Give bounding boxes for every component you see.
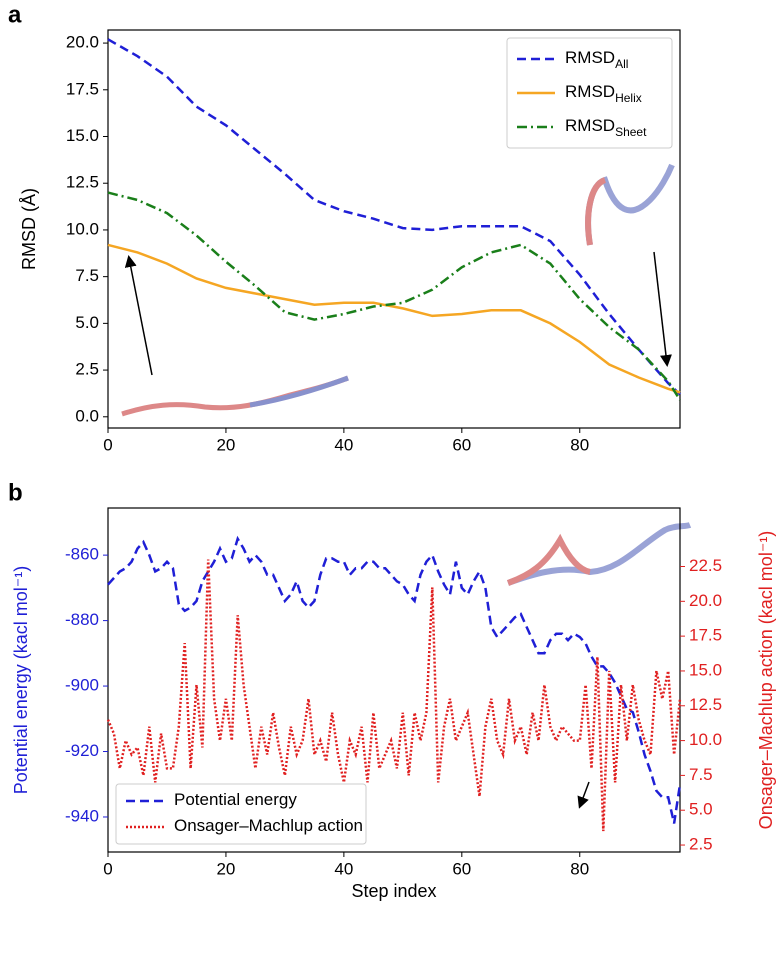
- legend-name: RMSD: [565, 116, 615, 135]
- legend-label: Onsager–Machlup action: [174, 816, 363, 835]
- arrow: [124, 255, 153, 376]
- legend-subscript: Sheet: [615, 125, 647, 139]
- y-tick-label: 2.5: [75, 360, 99, 379]
- series-line: [107, 38, 681, 396]
- y-tick-label: -860: [65, 545, 99, 564]
- y-tick-label: 20.0: [66, 33, 99, 52]
- legend-subscript: Helix: [615, 91, 642, 105]
- series-line: [106, 559, 682, 832]
- legend-box: [506, 37, 673, 149]
- legend-label: RMSDSheet: [565, 116, 647, 139]
- x-tick-label: 20: [216, 435, 235, 454]
- protein-sketch: [121, 375, 349, 417]
- legend-name: RMSD: [565, 48, 615, 67]
- y-tick-label: 5.0: [75, 313, 99, 332]
- legend-name: Onsager–Machlup action: [174, 816, 363, 835]
- y-tick-label: 17.5: [66, 79, 99, 98]
- series-line: [107, 191, 682, 401]
- arrow: [577, 781, 590, 809]
- series-line: [107, 243, 681, 394]
- y-tick-label: -900: [65, 676, 99, 695]
- y-tick-label: -880: [65, 610, 99, 629]
- x-tick-label: 20: [216, 859, 235, 878]
- y2-tick-label: 10.0: [689, 730, 722, 749]
- y2-tick-label: 17.5: [689, 626, 722, 645]
- protein-sketch: [585, 177, 607, 246]
- protein-sketch: [585, 163, 675, 246]
- panel-label: a: [8, 1, 22, 28]
- plot-frame: [107, 29, 681, 429]
- x-axis-label: Step index: [351, 881, 436, 901]
- protein-sketch: [506, 522, 692, 586]
- legend-label: Potential energy: [174, 790, 297, 809]
- y-tick-label: 0.0: [75, 406, 99, 425]
- y2-tick-label: 12.5: [689, 695, 722, 714]
- x-tick-label: 60: [452, 859, 471, 878]
- protein-sketch: [506, 533, 591, 586]
- plot-frame: [107, 507, 681, 853]
- y-tick-label: 7.5: [75, 266, 99, 285]
- y2-tick-label: 22.5: [689, 556, 722, 575]
- x-tick-label: 80: [570, 859, 589, 878]
- y2-tick-label: 15.0: [689, 660, 722, 679]
- legend-box: [115, 783, 367, 845]
- y2-tick-label: 20.0: [689, 591, 722, 610]
- legend-label: RMSDHelix: [565, 82, 642, 105]
- y-tick-label: -940: [65, 806, 99, 825]
- y2-tick-label: 2.5: [689, 835, 713, 854]
- y-tick-label: 15.0: [66, 126, 99, 145]
- arrow: [653, 251, 672, 367]
- x-tick-label: 0: [103, 859, 112, 878]
- legend-subscript: All: [615, 57, 628, 71]
- y2-axis-label: Onsager–Machlup action (kacl mol⁻¹): [756, 531, 776, 830]
- y2-tick-label: 7.5: [689, 765, 713, 784]
- y-axis-label: RMSD (Å): [19, 188, 39, 270]
- protein-sketch: [249, 375, 349, 408]
- panel-label: b: [8, 479, 23, 506]
- legend-name: Potential energy: [174, 790, 297, 809]
- x-tick-label: 80: [570, 435, 589, 454]
- y-tick-label: 12.5: [66, 173, 99, 192]
- x-tick-label: 40: [334, 435, 353, 454]
- x-tick-label: 60: [452, 435, 471, 454]
- y-axis-label: Potential energy (kacl mol⁻¹): [11, 566, 31, 795]
- y-tick-label: 10.0: [66, 219, 99, 238]
- x-tick-label: 0: [103, 435, 112, 454]
- y2-tick-label: 5.0: [689, 800, 713, 819]
- legend-label: RMSDAll: [565, 48, 628, 71]
- series-line: [107, 535, 682, 824]
- y-tick-label: -920: [65, 741, 99, 760]
- x-tick-label: 40: [334, 859, 353, 878]
- legend-name: RMSD: [565, 82, 615, 101]
